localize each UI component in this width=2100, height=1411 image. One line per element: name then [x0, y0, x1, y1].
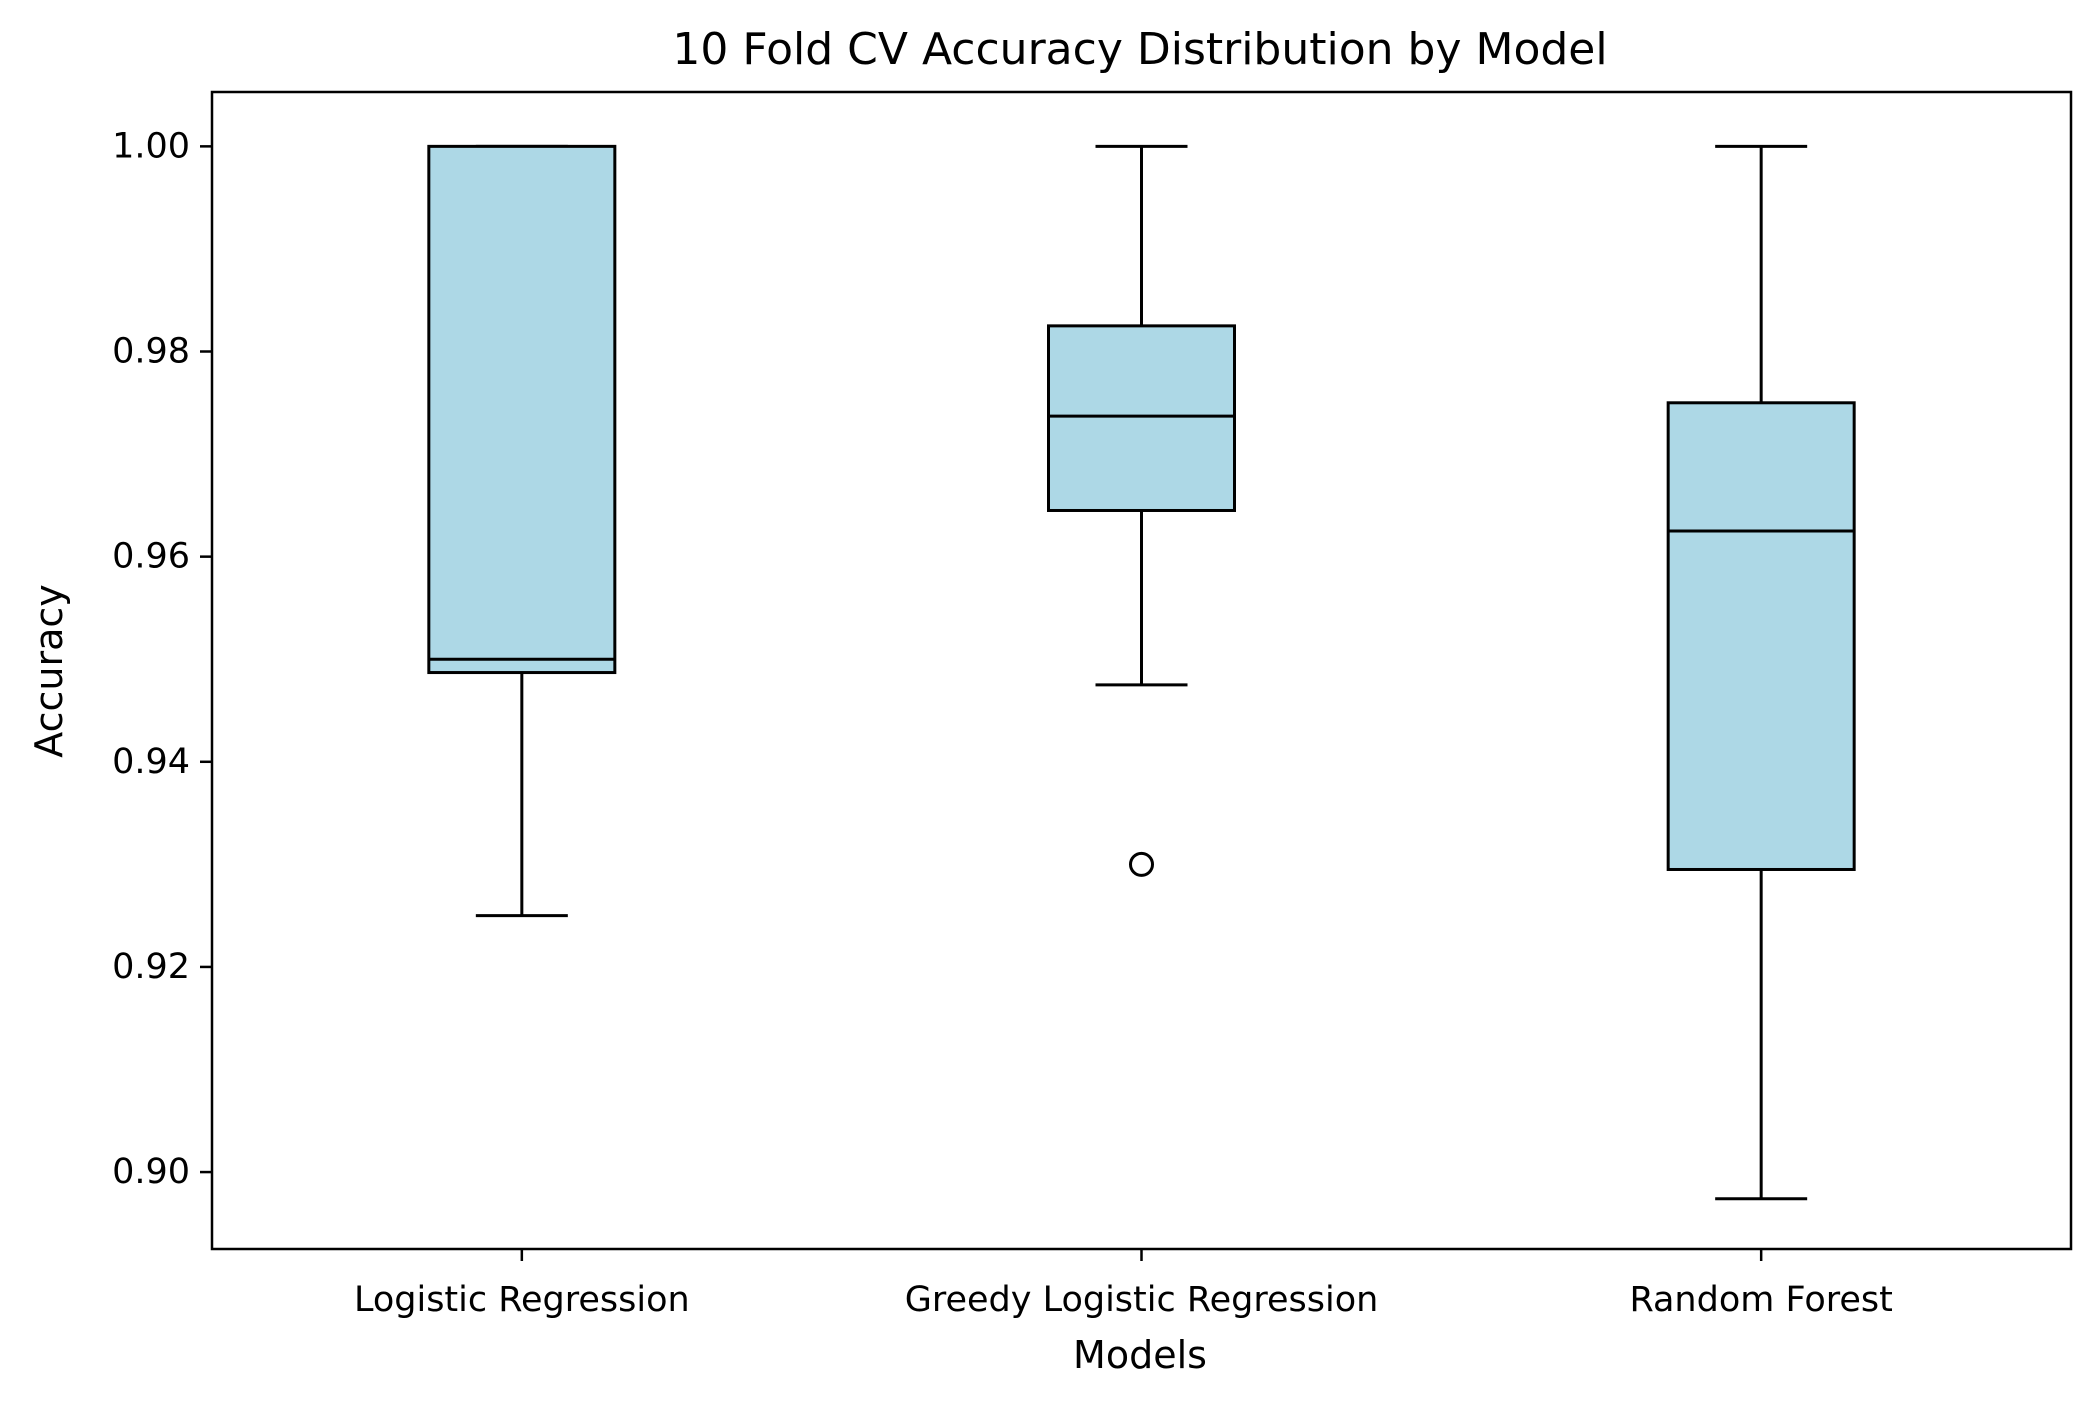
y-axis-label: Accuracy — [27, 584, 71, 758]
x-axis-label: Models — [1073, 1333, 1207, 1377]
chart-title: 10 Fold CV Accuracy Distribution by Mode… — [672, 24, 1607, 75]
y-tick-label: 0.94 — [112, 742, 190, 782]
x-tick-label: Random Forest — [1629, 1280, 1892, 1320]
plot-area: 0.90 0.92 0.94 0.96 0.98 1.00 Logistic Regress… — [112, 90, 2073, 1320]
y-tick-label: 0.90 — [112, 1152, 190, 1192]
y-tick-label: 1.00 — [112, 126, 190, 166]
x-tick-label: Logistic Regression — [354, 1280, 690, 1320]
box-iqr — [1666, 401, 1856, 871]
y-tick-label: 0.96 — [112, 537, 190, 577]
box-iqr — [1047, 324, 1236, 512]
outlier-point — [1129, 851, 1154, 877]
box-iqr — [427, 144, 617, 675]
x-tick-label: Greedy Logistic Regression — [905, 1280, 1379, 1320]
y-tick-label: 0.98 — [112, 332, 190, 372]
y-tick-label: 0.92 — [112, 947, 190, 987]
